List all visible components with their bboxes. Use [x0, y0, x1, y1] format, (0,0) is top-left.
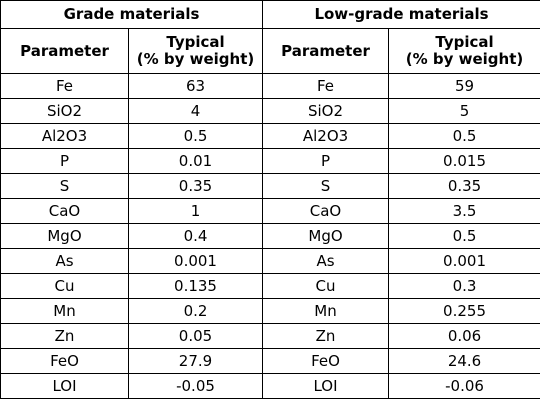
parameter-cell-grade: Al2O3: [0, 123, 129, 149]
table-row: As 0.001 As 0.001: [0, 248, 540, 274]
typical-value-cell-low-grade: 0.015: [388, 148, 540, 174]
parameter-cell-grade: Fe: [0, 73, 129, 99]
parameter-cell-grade: FeO: [0, 348, 129, 374]
typical-label: Typical: [166, 33, 225, 51]
parameter-cell-low-grade: P: [262, 148, 390, 174]
typical-value-cell-grade: 4: [127, 98, 264, 124]
typical-value-cell-grade: 1: [127, 198, 264, 224]
parameter-cell-low-grade: SiO2: [262, 98, 390, 124]
table-row: CaO 1 CaO 3.5: [0, 198, 540, 224]
table-row: Al2O3 0.5 Al2O3 0.5: [0, 123, 540, 149]
table-row: S 0.35 S 0.35: [0, 173, 540, 199]
typical-value-cell-grade: 63: [127, 73, 264, 99]
typical-value-cell-low-grade: 0.255: [388, 298, 540, 324]
parameter-cell-grade: MgO: [0, 223, 129, 249]
typical-value-cell-grade: -0.05: [127, 373, 264, 399]
low-grade-materials-header: Low-grade materials: [262, 0, 540, 29]
parameter-header-low-grade: Parameter: [262, 28, 390, 74]
typical-value-cell-grade: 0.5: [127, 123, 264, 149]
parameter-cell-low-grade: S: [262, 173, 390, 199]
group-header-row: Grade materials Low-grade materials: [0, 0, 540, 29]
parameter-cell-low-grade: FeO: [262, 348, 390, 374]
typical-value-cell-low-grade: 0.5: [388, 223, 540, 249]
table-row: Mn 0.2 Mn 0.255: [0, 298, 540, 324]
parameter-cell-grade: Zn: [0, 323, 129, 349]
table-body: Fe 63 Fe 59 SiO2 4 SiO2 5 Al2O3 0.5 Al2O3 0.5 P 0.01 P…: [0, 73, 540, 399]
parameter-cell-grade: SiO2: [0, 98, 129, 124]
parameter-cell-low-grade: Al2O3: [262, 123, 390, 149]
table-row: Fe 63 Fe 59: [0, 73, 540, 99]
grade-materials-header: Grade materials: [0, 0, 264, 29]
typical-value-cell-grade: 0.4: [127, 223, 264, 249]
typical-value-cell-grade: 0.35: [127, 173, 264, 199]
parameter-cell-low-grade: MgO: [262, 223, 390, 249]
typical-value-cell-grade: 0.05: [127, 323, 264, 349]
parameter-cell-grade: CaO: [0, 198, 129, 224]
parameter-header-grade: Parameter: [0, 28, 129, 74]
typical-unit-label: (% by weight): [136, 50, 255, 68]
table-row: P 0.01 P 0.015: [0, 148, 540, 174]
typical-value-cell-grade: 0.01: [127, 148, 264, 174]
parameter-cell-grade: Mn: [0, 298, 129, 324]
parameter-cell-low-grade: Zn: [262, 323, 390, 349]
parameter-cell-low-grade: Cu: [262, 273, 390, 299]
typical-value-cell-low-grade: 0.001: [388, 248, 540, 274]
table-row: Zn 0.05 Zn 0.06: [0, 323, 540, 349]
typical-header-grade: Typical (% by weight): [127, 28, 264, 74]
table-row: SiO2 4 SiO2 5: [0, 98, 540, 124]
typical-value-cell-grade: 0.001: [127, 248, 264, 274]
parameter-cell-grade: P: [0, 148, 129, 174]
typical-value-cell-grade: 27.9: [127, 348, 264, 374]
typical-value-cell-grade: 0.2: [127, 298, 264, 324]
typical-value-cell-low-grade: 5: [388, 98, 540, 124]
parameter-cell-grade: As: [0, 248, 129, 274]
typical-value-cell-low-grade: 59: [388, 73, 540, 99]
typical-unit-label: (% by weight): [405, 50, 524, 68]
parameter-cell-grade: LOI: [0, 373, 129, 399]
typical-value-cell-low-grade: 0.06: [388, 323, 540, 349]
parameter-cell-low-grade: Mn: [262, 298, 390, 324]
typical-value-cell-low-grade: 0.5: [388, 123, 540, 149]
typical-value-cell-grade: 0.135: [127, 273, 264, 299]
parameter-cell-low-grade: As: [262, 248, 390, 274]
typical-label: Typical: [435, 33, 494, 51]
parameter-cell-grade: S: [0, 173, 129, 199]
typical-value-cell-low-grade: 24.6: [388, 348, 540, 374]
table-row: Cu 0.135 Cu 0.3: [0, 273, 540, 299]
parameter-cell-low-grade: CaO: [262, 198, 390, 224]
typical-value-cell-low-grade: 0.35: [388, 173, 540, 199]
table-row: MgO 0.4 MgO 0.5: [0, 223, 540, 249]
table-row: LOI -0.05 LOI -0.06: [0, 373, 540, 399]
column-header-row: Parameter Typical (% by weight) Paramete…: [0, 28, 540, 74]
table-row: FeO 27.9 FeO 24.6: [0, 348, 540, 374]
parameter-cell-low-grade: LOI: [262, 373, 390, 399]
typical-value-cell-low-grade: -0.06: [388, 373, 540, 399]
parameter-cell-grade: Cu: [0, 273, 129, 299]
parameter-cell-low-grade: Fe: [262, 73, 390, 99]
typical-value-cell-low-grade: 0.3: [388, 273, 540, 299]
typical-value-cell-low-grade: 3.5: [388, 198, 540, 224]
typical-header-low-grade: Typical (% by weight): [388, 28, 540, 74]
